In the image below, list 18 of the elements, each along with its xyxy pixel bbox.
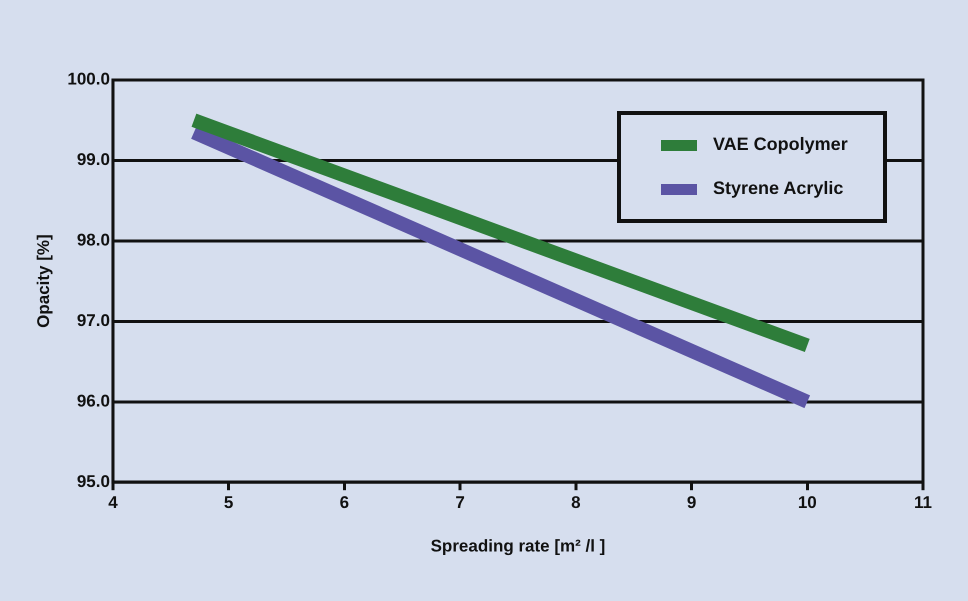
x-tick-label: 8 xyxy=(571,493,581,512)
legend-label: VAE Copolymer xyxy=(713,134,848,154)
x-tick-label: 7 xyxy=(455,493,465,512)
y-axis-title: Opacity [%] xyxy=(34,234,53,328)
y-tick-label: 98.0 xyxy=(76,230,110,250)
x-tick-label: 4 xyxy=(108,493,118,512)
legend-label: Styrene Acrylic xyxy=(713,178,844,198)
x-tick-label: 9 xyxy=(686,493,696,512)
x-tick-label: 10 xyxy=(798,493,817,512)
x-tick-label: 11 xyxy=(914,493,932,512)
x-tick-label: 5 xyxy=(224,493,234,512)
y-tick-label: 95.0 xyxy=(76,472,110,491)
y-tick-label: 96.0 xyxy=(76,391,110,410)
x-axis-title: Spreading rate [m² /l ] xyxy=(430,536,606,556)
y-tick-label: 97.0 xyxy=(76,311,110,330)
x-tick-label: 6 xyxy=(340,493,350,512)
y-tick-label: 100.0 xyxy=(67,70,110,89)
y-tick-label: 99.0 xyxy=(76,150,110,170)
